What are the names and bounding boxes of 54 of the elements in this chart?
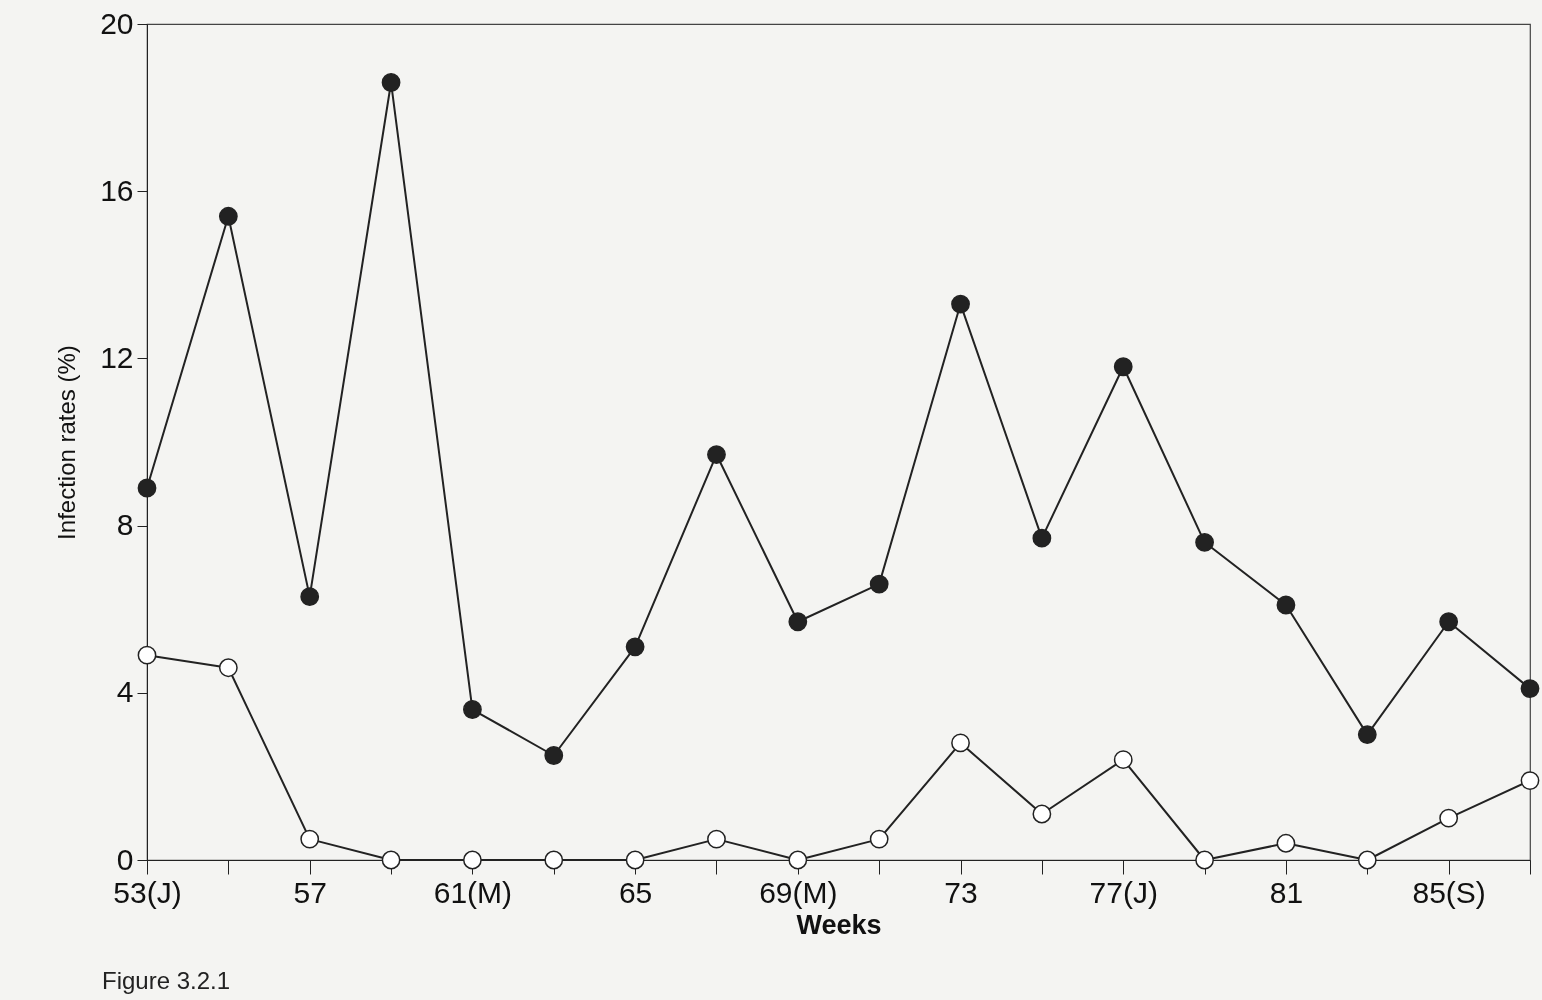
point — [1439, 612, 1459, 632]
point — [1032, 528, 1052, 548]
point — [218, 206, 238, 226]
x-tick-label: 85(S) — [1412, 875, 1486, 909]
point — [137, 645, 157, 665]
point — [788, 612, 808, 632]
y-tick-label: 8 — [116, 508, 134, 542]
point — [300, 587, 320, 607]
point — [951, 733, 970, 753]
point — [544, 850, 564, 870]
point — [1195, 850, 1214, 870]
point — [381, 850, 401, 870]
point — [951, 294, 970, 314]
x-tick-label: 57 — [293, 875, 327, 909]
point — [1439, 808, 1459, 828]
point — [463, 700, 482, 719]
x-tick-label: 81 — [1269, 875, 1304, 909]
point — [1113, 357, 1133, 377]
x-tick-label: 53(J) — [113, 875, 182, 909]
x-axis-title: Weeks — [796, 909, 882, 940]
point — [1113, 750, 1133, 770]
point — [1520, 679, 1540, 699]
point — [869, 829, 889, 849]
y-tick-label: 20 — [100, 6, 134, 40]
y-tick-label: 16 — [100, 173, 134, 207]
x-tick-label: 69(M) — [759, 875, 838, 909]
point — [1357, 850, 1377, 870]
point — [381, 73, 401, 92]
point — [218, 658, 238, 678]
point — [869, 574, 889, 594]
point — [544, 746, 564, 765]
y-tick-label: 12 — [100, 340, 134, 374]
point — [625, 850, 645, 870]
point — [707, 445, 726, 464]
y-axis-title: Infection rates (%) — [53, 345, 81, 540]
point — [1195, 532, 1214, 552]
point — [1032, 804, 1052, 824]
point — [300, 829, 320, 849]
x-tick-label: 61(M) — [433, 875, 513, 909]
point — [1276, 833, 1296, 853]
x-tick-label: 73 — [944, 875, 978, 909]
point — [707, 829, 726, 849]
point — [137, 478, 157, 498]
x-tick-label: 65 — [618, 875, 653, 909]
caption: Figure 3.2.1 — [102, 967, 231, 994]
point — [1357, 725, 1377, 744]
x-tick-label: 77(J) — [1089, 875, 1158, 909]
point — [463, 850, 482, 870]
point — [625, 637, 645, 657]
point — [1276, 595, 1296, 615]
point — [788, 850, 808, 870]
y-tick-label: 4 — [116, 675, 134, 709]
y-tick-label: 0 — [116, 842, 134, 876]
point — [1520, 771, 1540, 790]
